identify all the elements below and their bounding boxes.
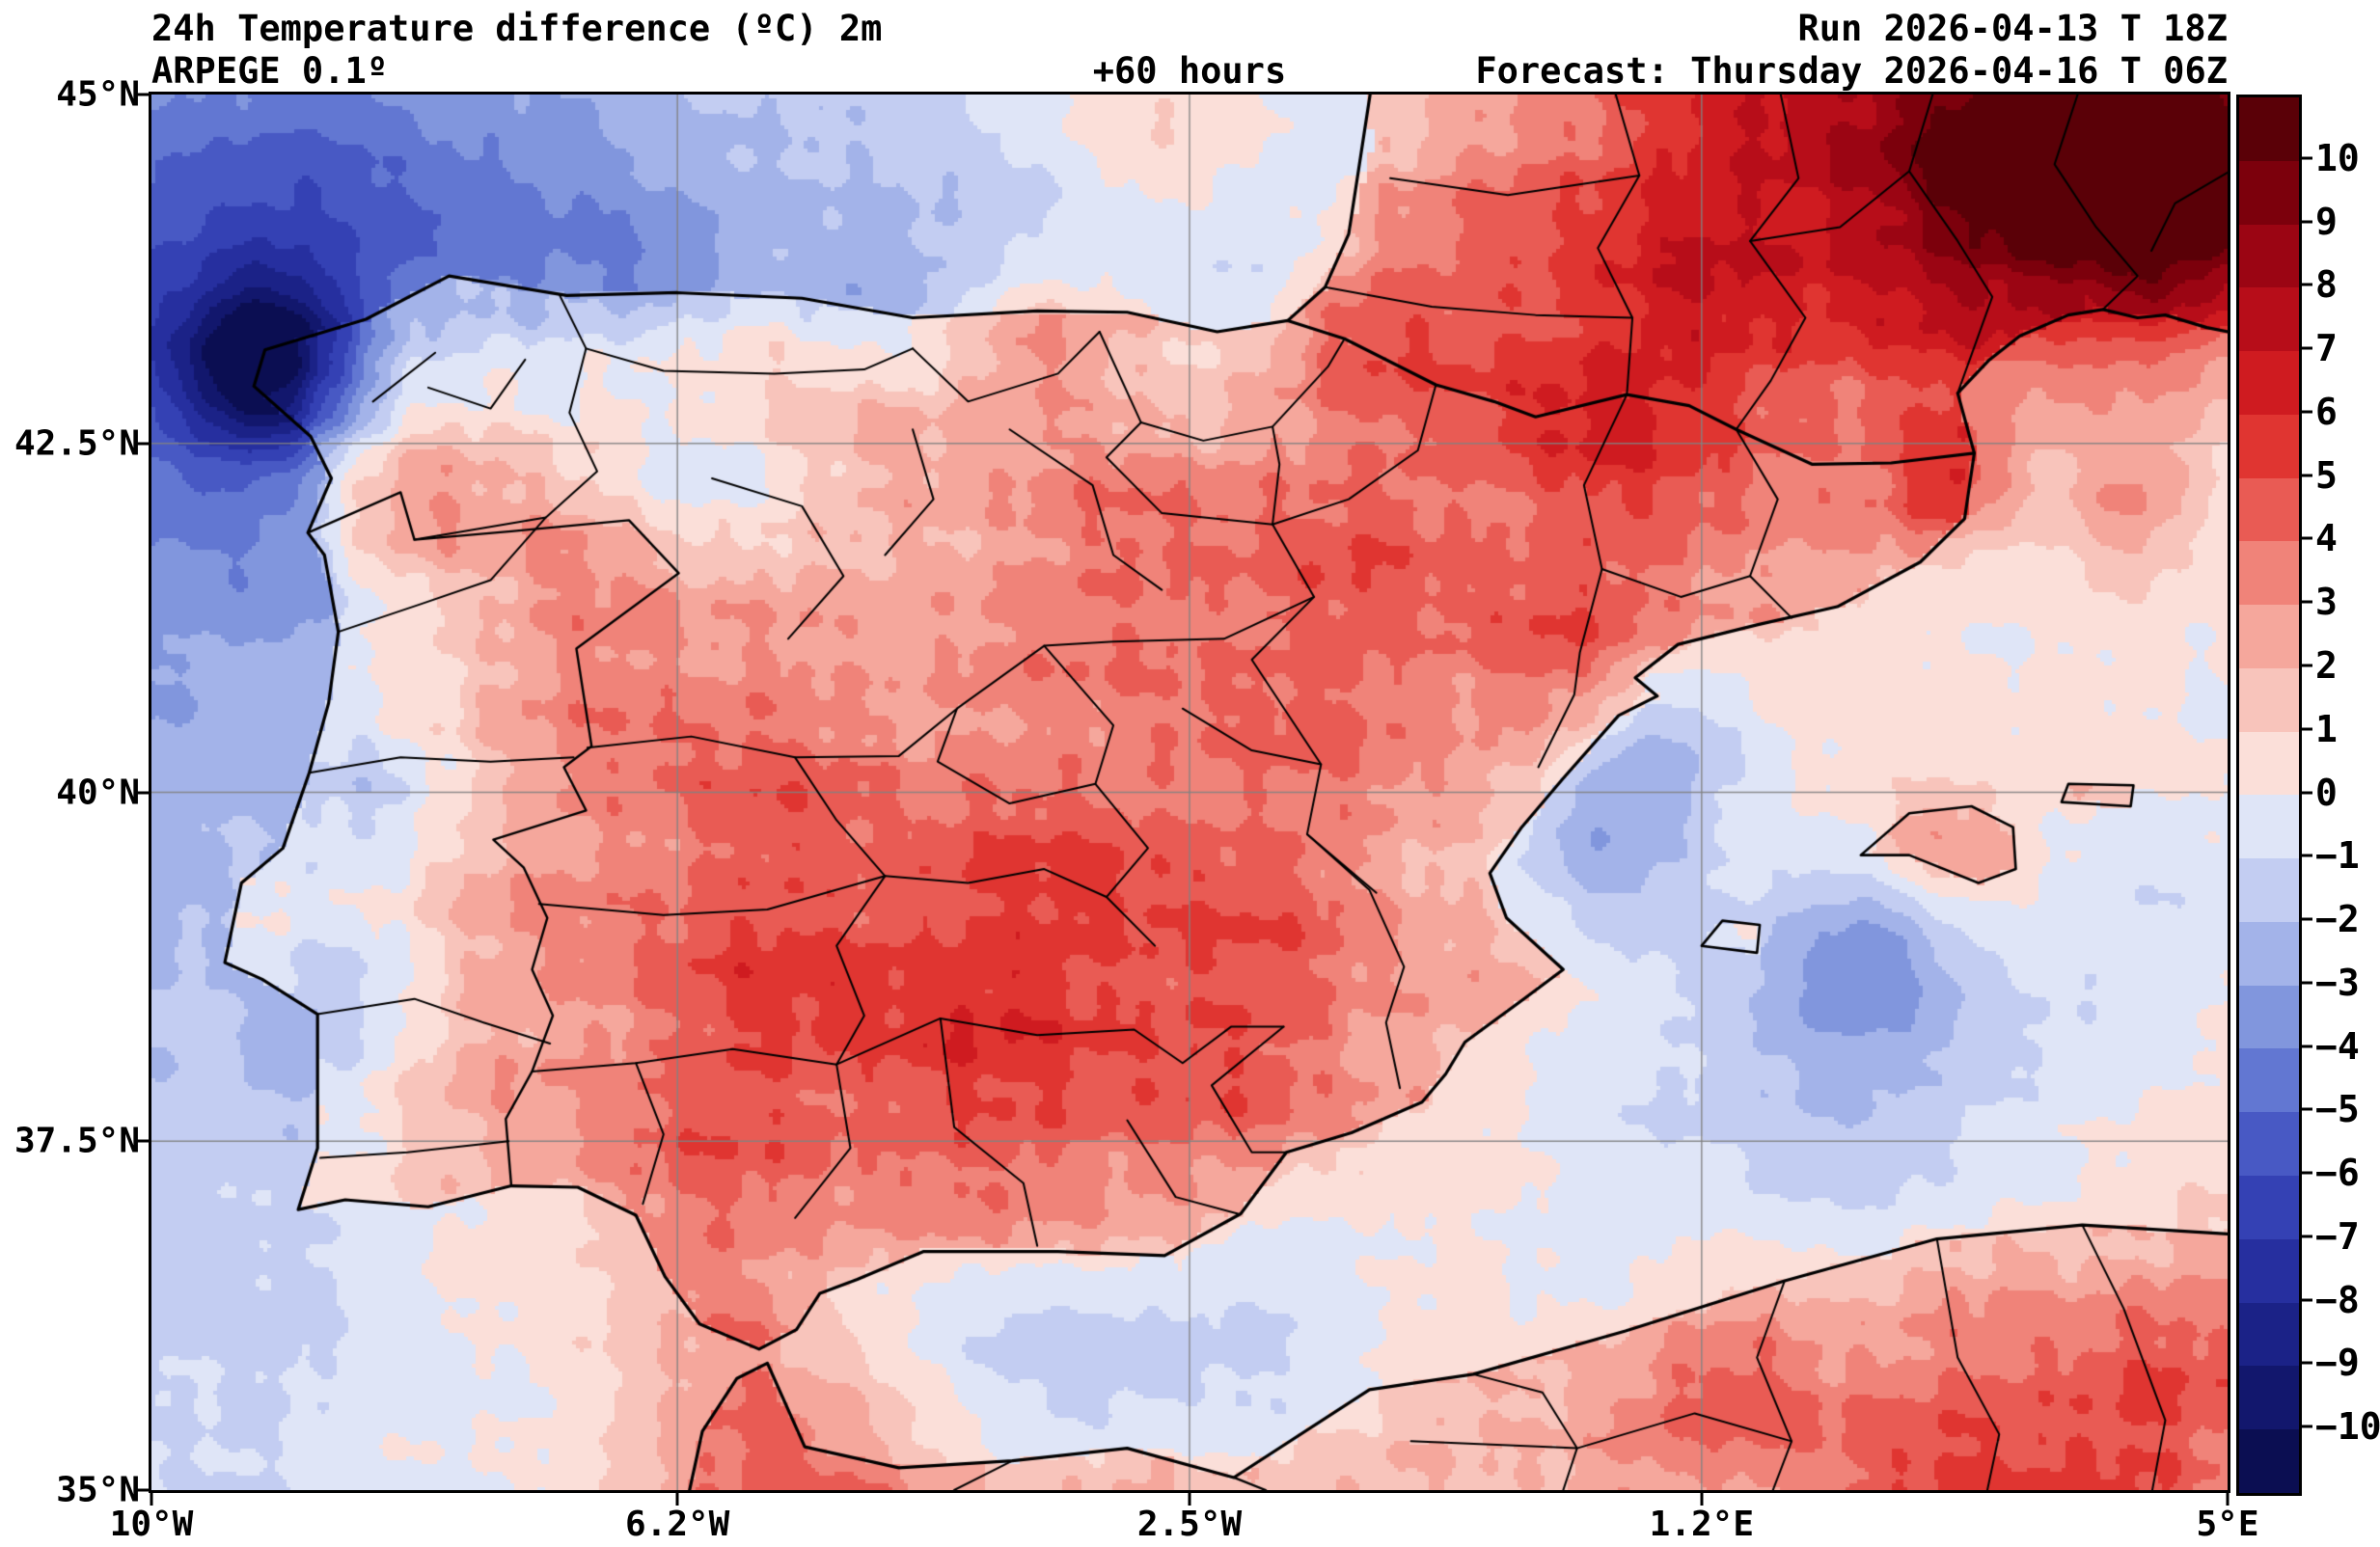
colorbar-tick-label: 8 <box>2315 263 2338 307</box>
colorbar-tick <box>2302 536 2312 540</box>
x-axis-tick <box>675 1493 679 1506</box>
colorbar-tick-label: 9 <box>2315 200 2338 243</box>
colorbar-tick <box>2302 1425 2312 1428</box>
colorbar-tick <box>2302 600 2312 604</box>
colorbar-tick-label: −6 <box>2315 1152 2360 1195</box>
colorbar-segment <box>2239 97 2299 161</box>
x-tick-label: 5°E <box>2196 1505 2259 1544</box>
colorbar-tick-label: 2 <box>2315 643 2338 687</box>
colorbar-segment <box>2239 667 2299 732</box>
colorbar-segment <box>2239 224 2299 288</box>
colorbar-tick-label: 3 <box>2315 581 2338 624</box>
colorbar-segment <box>2239 1429 2299 1493</box>
colorbar-segment <box>2239 541 2299 606</box>
colorbar-tick <box>2302 283 2312 286</box>
x-axis-tick <box>2226 1493 2230 1506</box>
y-axis-tick <box>136 93 149 96</box>
colorbar-tick <box>2302 156 2312 160</box>
colorbar-segment <box>2239 351 2299 415</box>
y-tick-label: 45°N <box>56 74 140 115</box>
colorbar-tick-label: −3 <box>2315 961 2360 1004</box>
x-tick-label: 2.5°W <box>1136 1505 1243 1544</box>
x-tick-label: 6.2°W <box>624 1505 730 1544</box>
colorbar-segment <box>2239 605 2299 668</box>
colorbar-segment <box>2239 1176 2299 1239</box>
colorbar-tick <box>2302 1361 2312 1365</box>
x-axis-tick <box>150 1493 153 1506</box>
page-title: 24h Temperature difference (ºC) 2m <box>151 8 883 49</box>
colorbar-tick-label: 0 <box>2315 771 2338 814</box>
colorbar-segment <box>2239 1238 2299 1303</box>
colorbar-tick <box>2302 1107 2312 1111</box>
y-axis-tick <box>136 1139 149 1143</box>
colorbar-segment <box>2239 731 2299 796</box>
colorbar-tick-label: 5 <box>2315 453 2338 497</box>
colorbar-tick <box>2302 854 2312 857</box>
y-tick-label: 35°N <box>56 1470 140 1510</box>
colorbar-tick <box>2302 410 2312 414</box>
y-axis-tick <box>136 1488 149 1492</box>
colorbar-tick <box>2302 791 2312 794</box>
colorbar-segment <box>2239 1048 2299 1113</box>
y-tick-label: 42.5°N <box>14 423 140 464</box>
colorbar-tick <box>2302 220 2312 224</box>
forecast-valid-label: Forecast: Thursday 2026-04-16 T 06Z <box>1475 50 2228 92</box>
colorbar-segment <box>2239 160 2299 225</box>
colorbar-tick <box>2302 1235 2312 1238</box>
colorbar-tick <box>2302 474 2312 477</box>
colorbar-tick <box>2302 1298 2312 1302</box>
colorbar-segment <box>2239 287 2299 352</box>
colorbar-tick <box>2302 1171 2312 1175</box>
colorbar-segment <box>2239 858 2299 922</box>
colorbar-segment <box>2239 795 2299 859</box>
run-datetime-label: Run 2026-04-13 T 18Z <box>1797 8 2228 49</box>
colorbar-tick-label: −5 <box>2315 1088 2360 1131</box>
x-tick-label: 10°W <box>109 1505 194 1544</box>
colorbar-tick-label: −8 <box>2315 1278 2360 1321</box>
y-tick-label: 37.5°N <box>14 1121 140 1161</box>
colorbar-tick-label: −1 <box>2315 834 2360 878</box>
colorbar-segment <box>2239 414 2299 478</box>
y-axis-tick <box>136 442 149 446</box>
colorbar-segment <box>2239 921 2299 986</box>
colorbar-tick-label: 4 <box>2315 517 2338 560</box>
colorbar-tick <box>2302 917 2312 921</box>
colorbar-tick <box>2302 346 2312 350</box>
colorbar-tick-label: −10 <box>2315 1405 2380 1449</box>
colorbar-tick <box>2302 981 2312 985</box>
colorbar-tick-label: 6 <box>2315 390 2338 433</box>
temperature-difference-map <box>151 95 2228 1490</box>
colorbar-segment <box>2239 477 2299 542</box>
colorbar-segment <box>2239 985 2299 1049</box>
colorbar-tick-label: 1 <box>2315 707 2338 750</box>
colorbar-tick <box>2302 1045 2312 1048</box>
colorbar-segment <box>2239 1302 2299 1367</box>
colorbar-tick-label: 10 <box>2315 136 2360 179</box>
colorbar-tick-label: −7 <box>2315 1214 2360 1258</box>
y-tick-label: 40°N <box>56 773 140 812</box>
x-axis-tick <box>1700 1493 1704 1506</box>
colorbar-tick <box>2302 727 2312 731</box>
colorbar-tick-label: −9 <box>2315 1342 2360 1385</box>
y-axis-tick <box>136 791 149 794</box>
colorbar-tick-label: −4 <box>2315 1024 2360 1068</box>
x-axis-tick <box>1188 1493 1191 1506</box>
colorbar-tick-label: 7 <box>2315 327 2338 370</box>
colorbar-tick-label: −2 <box>2315 898 2360 941</box>
colorbar-segment <box>2239 1366 2299 1430</box>
colorbar <box>2236 95 2302 1496</box>
colorbar-segment <box>2239 1112 2299 1177</box>
x-tick-label: 1.2°E <box>1649 1505 1754 1544</box>
model-name-label: ARPEGE 0.1º <box>151 50 389 92</box>
lead-time-label: +60 hours <box>1092 50 1287 92</box>
colorbar-tick <box>2302 664 2312 667</box>
